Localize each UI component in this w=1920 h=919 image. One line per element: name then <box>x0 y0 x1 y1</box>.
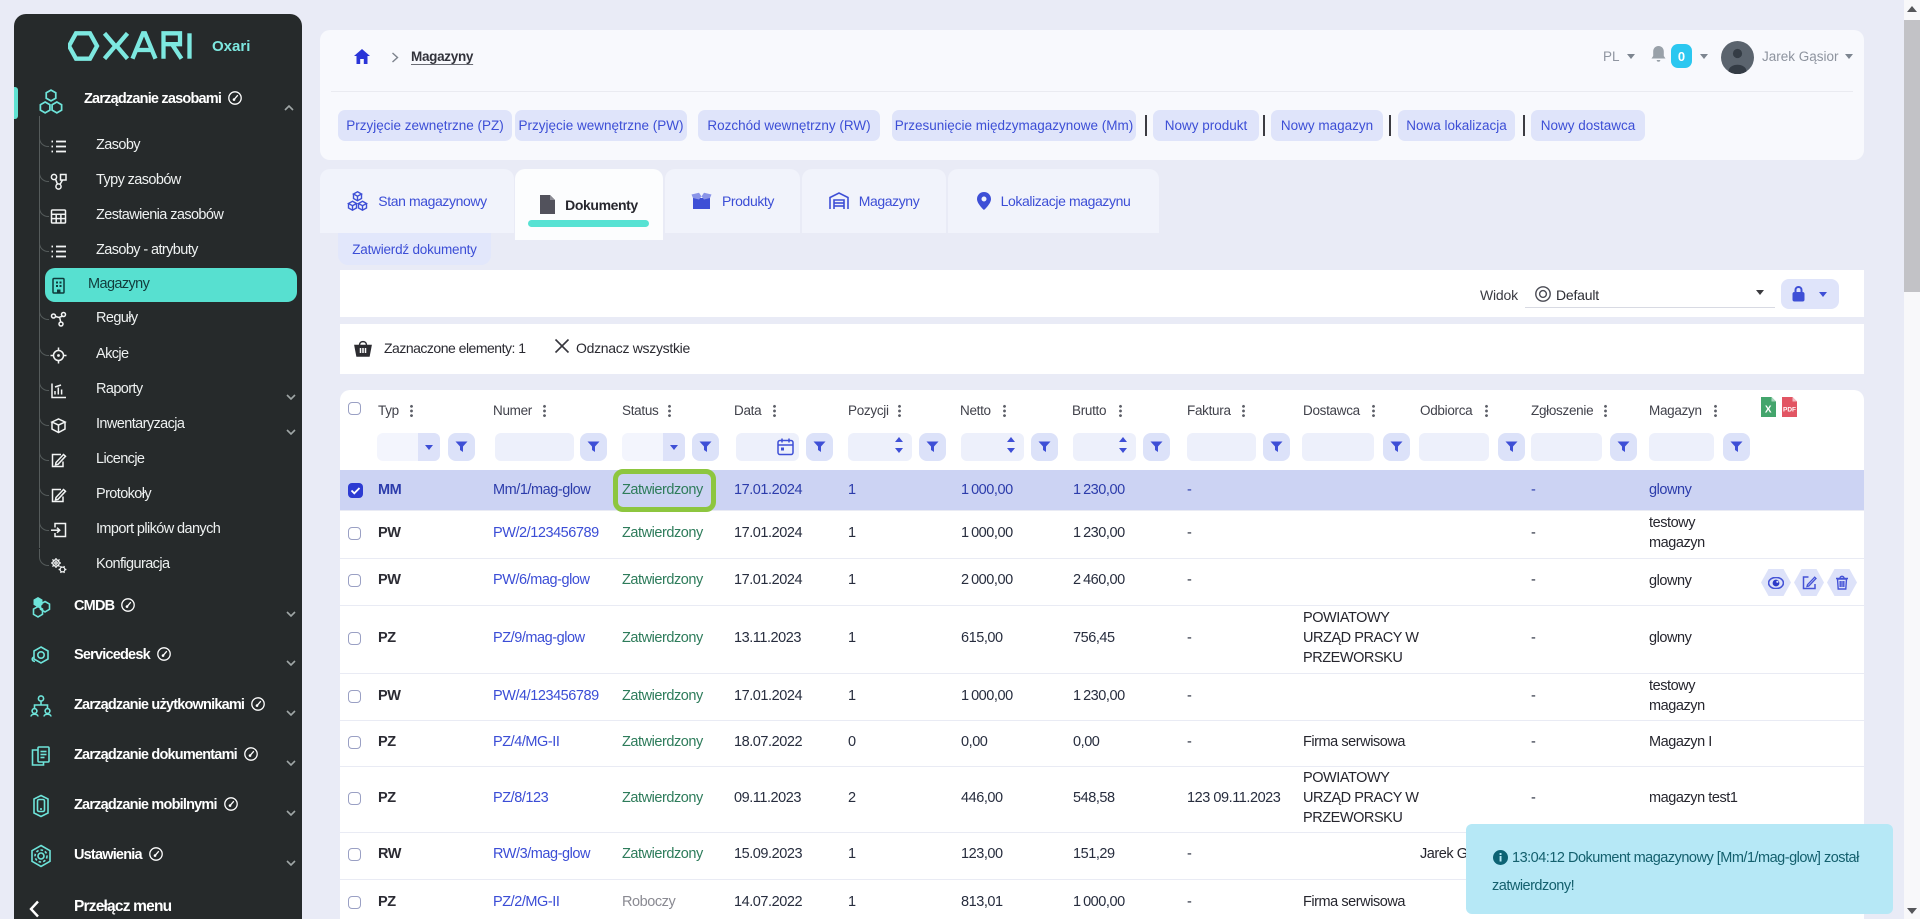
svg-text:X: X <box>1765 405 1772 416</box>
svg-text:PDF: PDF <box>1783 407 1796 414</box>
